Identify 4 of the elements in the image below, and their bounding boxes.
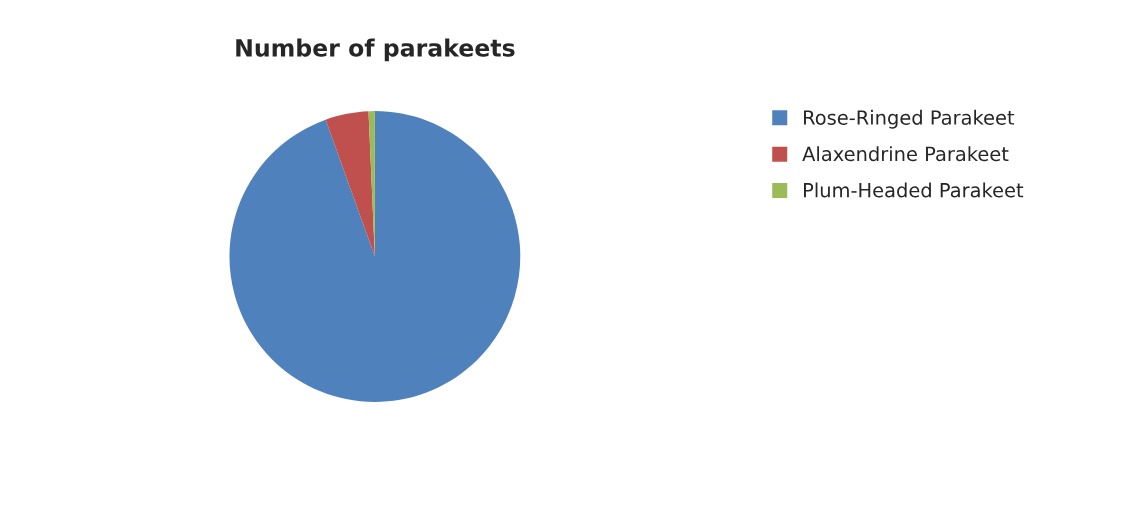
legend-label: Plum-Headed Parakeet: [804, 182, 1024, 198]
chart-title: Number of parakeets: [236, 38, 515, 62]
legend-label: Alaxendrine Parakeet: [802, 146, 1009, 162]
legend-label: Rose-Ringed Parakeet: [804, 109, 1015, 129]
